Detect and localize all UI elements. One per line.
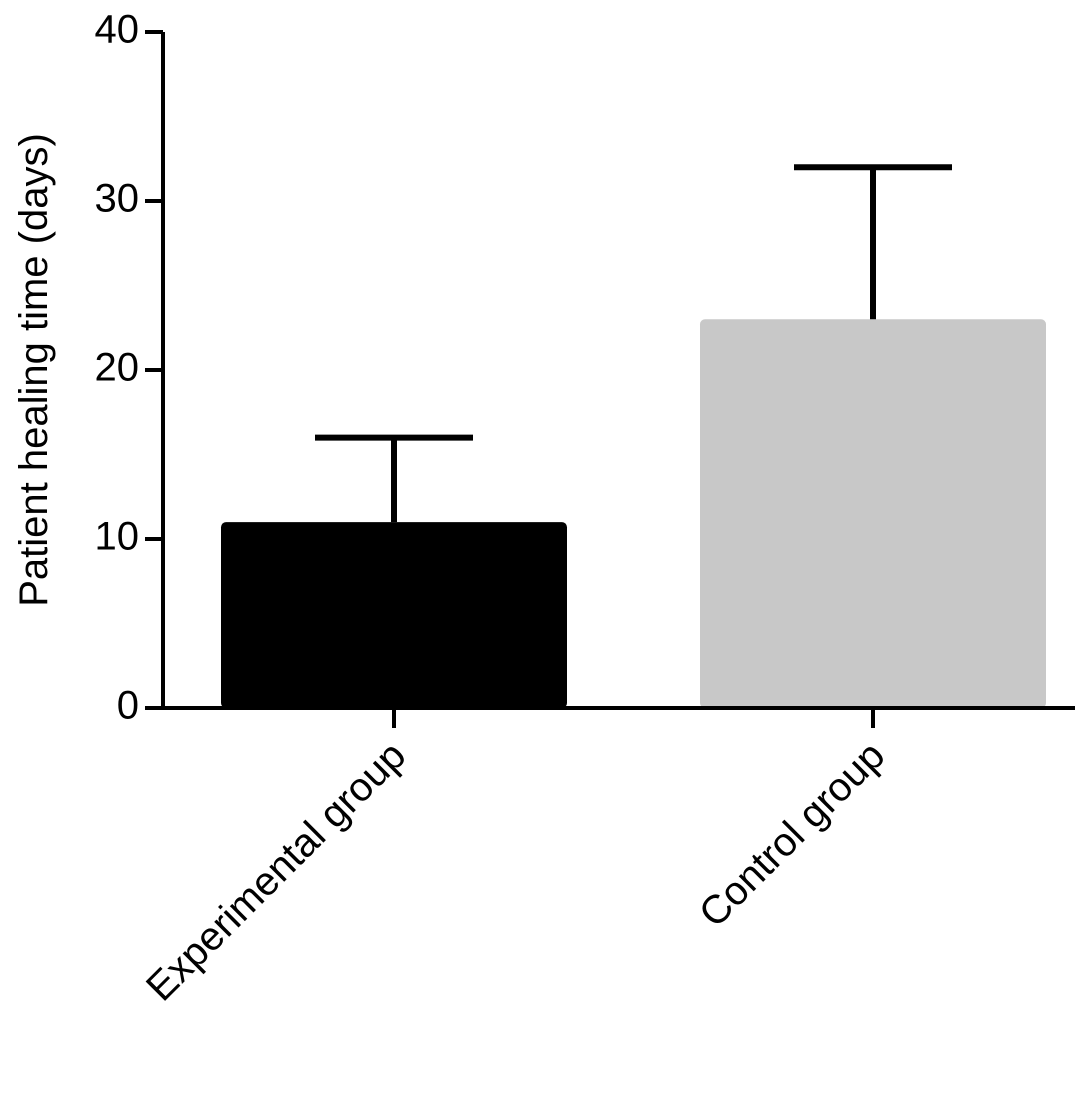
y-tick-label-2: 10 <box>95 515 140 559</box>
y-tick-label-5: 40 <box>95 8 140 52</box>
x-tick-label-1: Experimental group <box>138 733 414 1009</box>
bar-1 <box>221 522 567 708</box>
x-tick-label-2: Control group <box>691 733 893 935</box>
error-bars-layer <box>315 164 952 523</box>
y-tick-label-1: 0 <box>117 684 139 728</box>
y-tick-label-4: 30 <box>95 177 140 221</box>
bar-2 <box>700 319 1046 708</box>
y-axis-title: Patient healing time (days) <box>12 133 56 607</box>
bars-layer <box>221 319 1046 708</box>
x-axis-ticks: Experimental group Control group <box>138 708 893 1010</box>
y-axis-ticks: 0 10 20 30 40 <box>95 8 163 728</box>
y-tick-label-3: 20 <box>95 346 140 390</box>
